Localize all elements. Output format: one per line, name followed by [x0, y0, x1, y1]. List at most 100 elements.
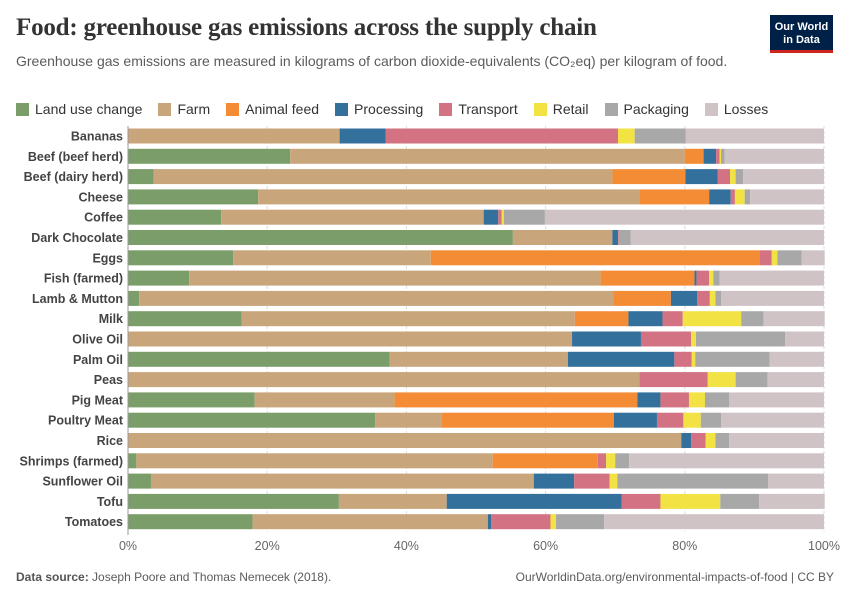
bar-segment[interactable] — [685, 169, 718, 185]
bar-segment[interactable] — [719, 148, 721, 164]
bar-segment[interactable] — [533, 473, 575, 489]
bar-segment[interactable] — [150, 473, 534, 489]
legend-item[interactable]: Processing — [335, 101, 423, 117]
bar-segment[interactable] — [703, 148, 717, 164]
bar-segment[interactable] — [128, 453, 137, 469]
legend-item[interactable]: Animal feed — [226, 101, 319, 117]
bar-segment[interactable] — [767, 372, 824, 388]
bar-segment[interactable] — [153, 169, 613, 185]
bar-segment[interactable] — [338, 493, 447, 509]
bar-segment[interactable] — [612, 230, 618, 245]
bar-segment[interactable] — [597, 453, 607, 469]
bar-segment[interactable] — [744, 189, 751, 205]
bar-segment[interactable] — [501, 209, 504, 225]
bar-segment[interactable] — [691, 351, 696, 367]
bar-segment[interactable] — [629, 453, 824, 469]
bar-segment[interactable] — [609, 473, 618, 489]
bar-segment[interactable] — [339, 128, 386, 144]
bar-segment[interactable] — [128, 169, 154, 185]
bar-segment[interactable] — [189, 270, 601, 286]
bar-segment[interactable] — [763, 311, 825, 327]
bar-segment[interactable] — [741, 311, 764, 327]
bar-segment[interactable] — [695, 331, 786, 347]
bar-segment[interactable] — [128, 412, 376, 428]
bar-segment[interactable] — [556, 514, 605, 530]
bar-segment[interactable] — [385, 128, 618, 144]
bar-segment[interactable] — [574, 473, 610, 489]
bar-segment[interactable] — [621, 493, 661, 509]
bar-segment[interactable] — [743, 169, 824, 185]
bar-segment[interactable] — [617, 473, 769, 489]
bar-segment[interactable] — [729, 392, 824, 408]
bar-segment[interactable] — [707, 372, 736, 388]
bar-segment[interactable] — [683, 412, 701, 428]
bar-segment[interactable] — [720, 493, 760, 509]
bar-segment[interactable] — [785, 331, 824, 347]
bar-segment[interactable] — [695, 351, 770, 367]
bar-segment[interactable] — [697, 290, 710, 306]
bar-segment[interactable] — [694, 270, 697, 286]
bar-segment[interactable] — [128, 148, 291, 164]
bar-segment[interactable] — [730, 169, 736, 185]
bar-segment[interactable] — [613, 412, 657, 428]
bar-segment[interactable] — [719, 270, 824, 286]
bar-segment[interactable] — [716, 148, 720, 164]
bar-segment[interactable] — [617, 230, 619, 245]
bar-segment[interactable] — [612, 169, 686, 185]
bar-segment[interactable] — [700, 412, 721, 428]
bar-segment[interactable] — [604, 514, 824, 530]
bar-segment[interactable] — [685, 128, 824, 144]
bar-segment[interactable] — [574, 311, 629, 327]
bar-segment[interactable] — [128, 514, 253, 530]
bar-segment[interactable] — [637, 392, 661, 408]
bar-segment[interactable] — [483, 209, 499, 225]
bar-segment[interactable] — [128, 250, 234, 266]
bar-segment[interactable] — [717, 169, 731, 185]
bar-segment[interactable] — [290, 148, 685, 164]
bar-segment[interactable] — [617, 128, 635, 144]
bar-segment[interactable] — [705, 433, 716, 448]
bar-segment[interactable] — [446, 493, 622, 509]
bar-segment[interactable] — [375, 412, 442, 428]
bar-segment[interactable] — [139, 290, 614, 306]
bar-segment[interactable] — [128, 493, 339, 509]
bar-segment[interactable] — [128, 392, 255, 408]
bar-segment[interactable] — [618, 230, 631, 245]
bar-segment[interactable] — [660, 493, 721, 509]
bar-segment[interactable] — [128, 230, 513, 245]
bar-segment[interactable] — [498, 209, 502, 225]
bar-segment[interactable] — [735, 372, 768, 388]
legend-item[interactable]: Retail — [533, 101, 589, 117]
bar-segment[interactable] — [389, 351, 568, 367]
bar-segment[interactable] — [771, 250, 778, 266]
bar-segment[interactable] — [600, 270, 695, 286]
bar-segment[interactable] — [512, 230, 613, 245]
bar-segment[interactable] — [768, 473, 824, 489]
bar-segment[interactable] — [730, 189, 735, 205]
bar-segment[interactable] — [128, 311, 242, 327]
bar-segment[interactable] — [128, 128, 340, 144]
legend-item[interactable]: Transport — [439, 101, 518, 117]
bar-segment[interactable] — [684, 148, 704, 164]
bar-segment[interactable] — [128, 290, 140, 306]
bar-segment[interactable] — [691, 331, 696, 347]
bar-segment[interactable] — [670, 290, 698, 306]
bar-segment[interactable] — [704, 392, 730, 408]
bar-segment[interactable] — [709, 270, 714, 286]
bar-segment[interactable] — [769, 351, 824, 367]
bar-segment[interactable] — [441, 412, 614, 428]
bar-segment[interactable] — [639, 189, 710, 205]
bar-segment[interactable] — [503, 209, 545, 225]
bar-segment[interactable] — [550, 514, 557, 530]
bar-segment[interactable] — [801, 250, 825, 266]
bar-segment[interactable] — [729, 433, 824, 448]
bar-segment[interactable] — [660, 392, 689, 408]
bar-segment[interactable] — [615, 453, 630, 469]
bar-segment[interactable] — [628, 311, 663, 327]
bar-segment[interactable] — [128, 372, 640, 388]
bar-segment[interactable] — [221, 209, 484, 225]
bar-segment[interactable] — [688, 392, 705, 408]
bar-segment[interactable] — [759, 493, 825, 509]
bar-segment[interactable] — [491, 514, 551, 530]
legend-item[interactable]: Land use change — [16, 101, 142, 117]
